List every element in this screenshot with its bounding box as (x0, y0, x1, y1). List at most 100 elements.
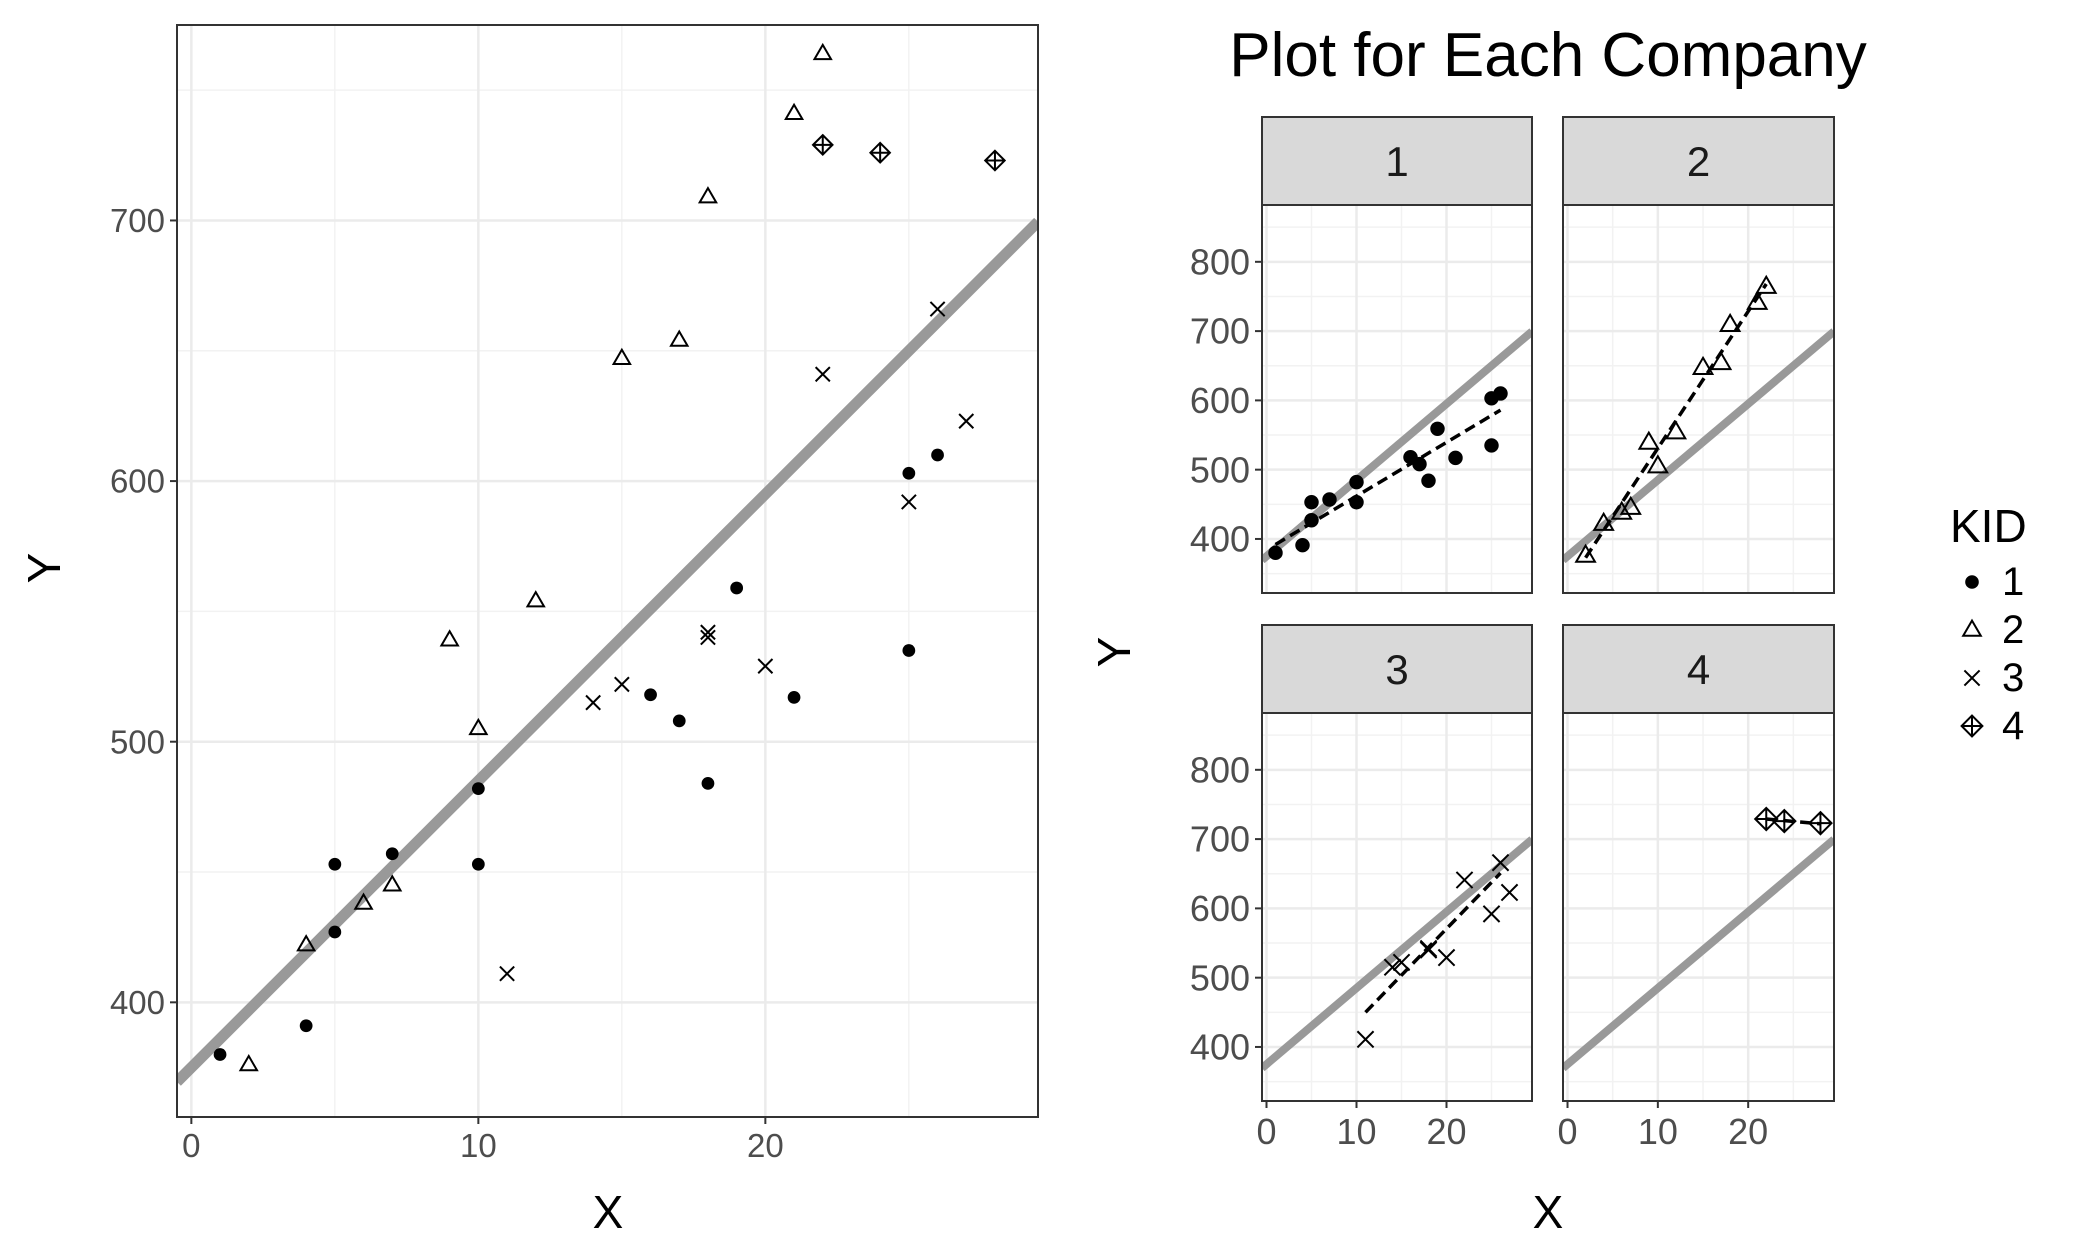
fit-line (1364, 871, 1502, 1014)
data-point-series-1 (1295, 537, 1310, 553)
data-point-series-1 (902, 466, 916, 480)
data-point-series-2 (1755, 274, 1778, 294)
data-point-series-2 (382, 874, 403, 892)
facet-panel-3: 3 0 10 20 400 500 600 700 800 (1190, 624, 1533, 1152)
data-point-series-1 (1304, 495, 1319, 510)
data-point-series-2 (697, 186, 718, 204)
legend-label-4: 4 (2002, 704, 2024, 748)
data-point-series-4 (983, 149, 1007, 172)
plot-area (1563, 205, 1834, 593)
y-tick-label: 500 (110, 723, 165, 760)
data-point-series-1 (644, 688, 657, 702)
data-point-series-1 (1421, 473, 1436, 488)
facet-panel-1: 1 400 500 600 700 800 (1190, 116, 1533, 594)
main-y-axis-title: Y (18, 553, 70, 584)
data-point-series-2 (238, 1054, 259, 1072)
data-point-series-2 (296, 934, 317, 952)
data-point-series-2 (1619, 495, 1642, 515)
data-point-series-1 (1304, 513, 1319, 528)
legend-key-1 (1965, 575, 1979, 589)
x-tick-label: 20 (1728, 1111, 1768, 1152)
facet-x-axis-title: X (1533, 1186, 1564, 1238)
data-point-series-3 (585, 694, 601, 711)
data-point-series-1 (902, 644, 916, 657)
data-point-series-2 (1592, 511, 1615, 531)
plot-layer (1563, 205, 1834, 593)
facet-panel-4: 4 0 10 20 (1558, 624, 1835, 1152)
data-point-series-1 (1448, 450, 1463, 466)
y-tick-label: 500 (1190, 957, 1250, 998)
data-point-series-1 (328, 925, 342, 939)
y-tick-label: 600 (1190, 888, 1250, 929)
data-point-series-2 (669, 329, 690, 347)
data-point-series-2 (1719, 312, 1742, 333)
data-point-series-1 (672, 714, 686, 728)
data-point-series-3 (700, 624, 716, 641)
plot-layer (1262, 713, 1532, 1101)
data-point-series-2 (784, 102, 805, 121)
facet-plots: 1 400 500 600 700 800 2 3 0 10 20 400 500 600 700 800 4 0… (1190, 116, 1835, 1152)
facet-strip-label: 4 (1687, 646, 1710, 693)
data-point-series-2 (1746, 290, 1769, 310)
data-point-series-1 (328, 857, 342, 871)
data-point-series-3 (499, 965, 515, 982)
y-tick-label: 700 (110, 202, 165, 239)
data-point-series-3 (814, 366, 831, 383)
data-point-series-1 (1268, 545, 1283, 561)
data-point-series-1 (1349, 474, 1364, 490)
data-point-series-1 (385, 847, 399, 861)
data-point-series-1 (471, 857, 485, 871)
data-point-series-3 (1482, 905, 1501, 923)
data-point-series-1 (1493, 386, 1508, 401)
data-point-series-2 (1709, 350, 1733, 371)
panel-border (1261, 204, 1533, 594)
y-tick-label: 800 (1190, 749, 1250, 790)
y-tick-label: 400 (110, 984, 165, 1021)
data-point-series-2 (1574, 543, 1597, 563)
panel-border (176, 24, 1039, 1118)
facet-y-axis-title: Y (1088, 637, 1140, 668)
data-point-series-3 (1437, 948, 1456, 967)
x-tick-label: 10 (1638, 1111, 1678, 1152)
data-point-series-2 (1664, 420, 1688, 440)
data-point-series-2 (1637, 430, 1660, 450)
data-point-series-4 (811, 133, 834, 157)
plot-area (1563, 713, 1834, 1101)
data-point-series-4 (1771, 808, 1797, 834)
data-point-series-4 (868, 141, 892, 164)
data-point-series-3 (901, 494, 917, 510)
data-point-series-3 (929, 301, 946, 317)
legend-label-3: 3 (2002, 656, 2024, 700)
data-point-series-1 (701, 777, 715, 790)
data-point-series-3 (1392, 953, 1411, 972)
data-point-series-1 (299, 1019, 313, 1033)
plot-layer (1563, 713, 1834, 1101)
x-tick-label: 20 (747, 1127, 784, 1164)
legend-key-3 (1963, 669, 1981, 687)
data-point-series-3 (757, 658, 774, 674)
data-point-series-3 (614, 676, 630, 693)
data-point-series-1 (213, 1048, 227, 1061)
data-point-series-3 (1383, 958, 1402, 977)
x-tick-label: 20 (1426, 1111, 1466, 1152)
y-tick-label: 700 (1190, 311, 1250, 352)
y-tick-label: 700 (1190, 819, 1250, 860)
x-tick-label: 10 (1336, 1111, 1376, 1152)
plot-layer (1262, 205, 1532, 593)
facet-strip-label: 1 (1385, 138, 1408, 185)
data-point-series-2 (353, 892, 374, 910)
facet-strip (1562, 116, 1835, 206)
legend-label-2: 2 (2002, 608, 2024, 652)
main-x-axis-title: X (593, 1186, 624, 1238)
data-point-series-1 (1484, 438, 1499, 453)
data-point-series-2 (439, 629, 460, 647)
data-point-series-3 (1356, 1030, 1375, 1049)
data-point-series-1 (1430, 421, 1445, 437)
x-tick-label: 0 (1558, 1111, 1578, 1152)
data-point-series-3 (958, 413, 975, 429)
data-point-series-3 (1491, 853, 1510, 872)
y-tick-label: 500 (1190, 449, 1250, 490)
data-point-series-2 (1610, 500, 1633, 520)
